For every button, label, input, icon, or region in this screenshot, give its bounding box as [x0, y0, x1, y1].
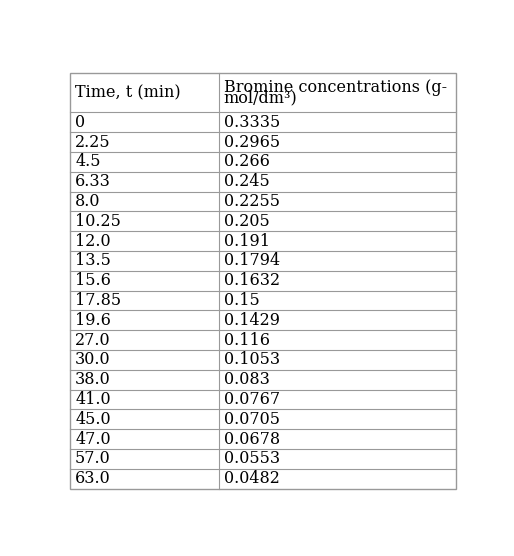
Text: 0.0553: 0.0553: [224, 450, 280, 468]
Text: 17.85: 17.85: [75, 292, 121, 309]
Text: 0.2255: 0.2255: [224, 193, 280, 210]
Text: 30.0: 30.0: [75, 351, 111, 369]
Text: mol/dm³): mol/dm³): [224, 90, 298, 106]
Text: 41.0: 41.0: [75, 391, 111, 408]
Text: 0.15: 0.15: [224, 292, 260, 309]
Text: 0.1053: 0.1053: [224, 351, 280, 369]
Text: 0.1632: 0.1632: [224, 272, 280, 289]
Text: 6.33: 6.33: [75, 173, 111, 190]
Text: 0.245: 0.245: [224, 173, 269, 190]
Text: 47.0: 47.0: [75, 431, 111, 448]
Text: 0.3335: 0.3335: [224, 114, 280, 131]
Text: 63.0: 63.0: [75, 470, 111, 487]
Text: 0.2965: 0.2965: [224, 133, 280, 151]
Text: 2.25: 2.25: [75, 133, 111, 151]
Text: 10.25: 10.25: [75, 213, 121, 230]
Text: 0.191: 0.191: [224, 232, 270, 250]
Text: 0.205: 0.205: [224, 213, 269, 230]
Text: 45.0: 45.0: [75, 411, 111, 428]
Text: 15.6: 15.6: [75, 272, 111, 289]
Text: 0: 0: [75, 114, 85, 131]
Text: 0.0705: 0.0705: [224, 411, 280, 428]
Text: 13.5: 13.5: [75, 252, 111, 270]
Text: 0.0767: 0.0767: [224, 391, 280, 408]
Text: 0.0482: 0.0482: [224, 470, 280, 487]
Text: 19.6: 19.6: [75, 312, 111, 329]
Text: 0.116: 0.116: [224, 332, 270, 349]
Text: Bromine concentrations (g-: Bromine concentrations (g-: [224, 79, 447, 96]
Text: 27.0: 27.0: [75, 332, 111, 349]
Text: 0.1429: 0.1429: [224, 312, 280, 329]
Text: 0.083: 0.083: [224, 371, 269, 388]
Text: 4.5: 4.5: [75, 153, 101, 171]
Text: 0.0678: 0.0678: [224, 431, 280, 448]
Text: 0.1794: 0.1794: [224, 252, 280, 270]
Text: 57.0: 57.0: [75, 450, 111, 468]
Text: 8.0: 8.0: [75, 193, 101, 210]
Text: 12.0: 12.0: [75, 232, 111, 250]
Text: Time, t (min): Time, t (min): [75, 84, 181, 101]
Text: 0.266: 0.266: [224, 153, 269, 171]
Text: 38.0: 38.0: [75, 371, 111, 388]
